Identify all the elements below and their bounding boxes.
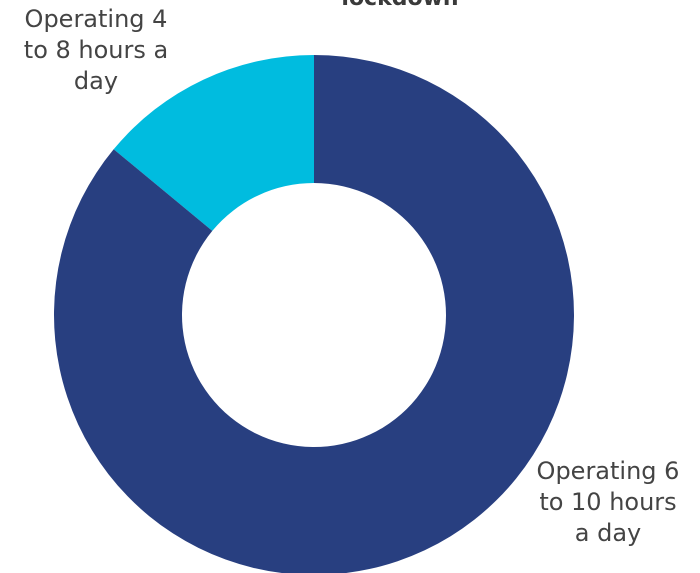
chart-title-fragment: lockdown xyxy=(300,0,500,12)
slice-label-operating-6-to-10-hours: Operating 6 to 10 hours a day xyxy=(536,457,680,547)
donut-slice-0 xyxy=(113,55,314,231)
slice-label-operating-4-to-8-hours: Operating 4 to 8 hours a day xyxy=(23,5,169,95)
donut-slice-1 xyxy=(54,55,574,573)
